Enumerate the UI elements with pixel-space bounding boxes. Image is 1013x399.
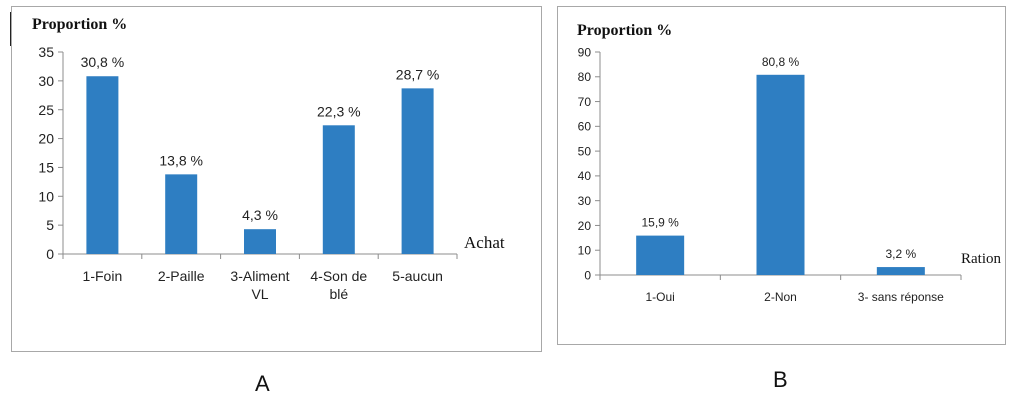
- chart-panel-a: Proportion % Achat 0 5 10 15 20 25 30 35 30,8 % 1…: [11, 6, 542, 352]
- y-tick-label-b-3: 30: [578, 194, 592, 208]
- value-label-a-4: 28,7 %: [396, 66, 440, 82]
- category-label-a-3-0: 4-Son de: [310, 268, 367, 284]
- y-tick-label-b-9: 90: [578, 45, 592, 59]
- chart-a-svg: 0 5 10 15 20 25 30 35 30,8 % 1-Foin 13,8 % 2-Paille…: [38, 44, 458, 302]
- value-label-a-0: 30,8 %: [81, 54, 125, 70]
- bar-b-0: [636, 235, 685, 275]
- y-tick-label-a-2: 10: [38, 188, 54, 204]
- category-label-b-2-0: 3- sans réponse: [858, 290, 944, 304]
- y-tick-label-a-1: 5: [46, 217, 54, 233]
- category-label-a-2-0: 3-Aliment: [230, 268, 289, 284]
- y-tick-label-a-0: 0: [46, 246, 54, 262]
- y-tick-label-b-7: 70: [578, 95, 592, 109]
- value-label-b-0: 15,9 %: [641, 216, 679, 230]
- caption-a: A: [255, 371, 270, 396]
- y-tick-label-a-5: 25: [38, 102, 54, 118]
- category-label-a-4-0: 5-aucun: [392, 268, 443, 284]
- y-tick-label-a-6: 30: [38, 73, 54, 89]
- caption-b: B: [773, 367, 788, 392]
- bar-a-2: [244, 229, 276, 254]
- y-axis-label-a: Proportion %: [32, 16, 128, 33]
- chart-b-svg: 0 10 20 30 40 50 60 70 80 90 15,9 % 1-Oui 80,8 % 2-No…: [578, 45, 962, 304]
- category-label-a-2-1: VL: [251, 286, 268, 302]
- value-label-a-2: 4,3 %: [242, 207, 278, 223]
- y-tick-label-a-4: 20: [38, 131, 54, 147]
- y-tick-label-b-4: 40: [578, 169, 592, 183]
- y-tick-label-b-6: 60: [578, 120, 592, 134]
- value-label-b-2: 3,2 %: [885, 247, 916, 261]
- value-label-a-3: 22,3 %: [317, 103, 361, 119]
- bar-b-2: [876, 267, 925, 275]
- category-label-b-1-0: 2-Non: [764, 290, 797, 304]
- y-tick-label-b-0: 0: [584, 268, 591, 282]
- y-tick-label-b-2: 20: [578, 219, 592, 233]
- x-axis-label-b: Ration: [961, 251, 1001, 267]
- bar-a-3: [322, 125, 355, 254]
- category-label-a-0-0: 1-Foin: [83, 268, 123, 284]
- value-label-b-1: 80,8 %: [762, 55, 800, 69]
- category-label-a-3-1: blé: [329, 286, 348, 302]
- y-tick-label-b-8: 80: [578, 70, 592, 84]
- bar-a-0: [86, 76, 119, 255]
- y-tick-label-b-1: 10: [578, 244, 592, 258]
- y-tick-label-a-7: 35: [38, 44, 54, 60]
- bar-a-4: [401, 88, 434, 254]
- value-label-a-1: 13,8 %: [159, 152, 203, 168]
- bar-a-1: [165, 174, 198, 254]
- y-axis-label-b: Proportion %: [577, 22, 673, 39]
- bar-b-1: [756, 74, 805, 275]
- x-axis-label-a: Achat: [464, 233, 505, 252]
- y-tick-label-b-5: 50: [578, 144, 592, 158]
- category-label-b-0-0: 1-Oui: [645, 290, 674, 304]
- category-label-a-1-0: 2-Paille: [158, 268, 205, 284]
- chart-panel-b: Proportion % Ration 0 10 20 30 40 50 60 70 80 90 1…: [557, 6, 1006, 345]
- y-tick-label-a-3: 15: [38, 159, 54, 175]
